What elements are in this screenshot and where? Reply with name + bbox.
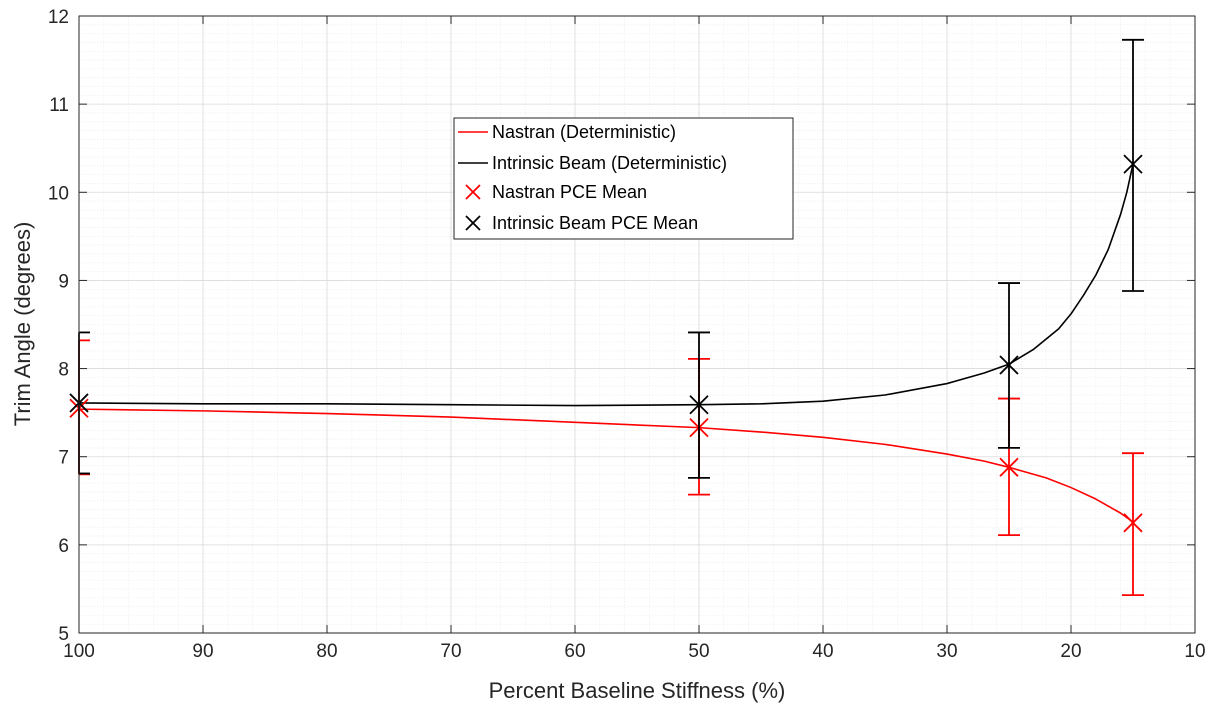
legend: Nastran (Deterministic) Intrinsic Beam (… (453, 117, 794, 240)
x-tick-label: 70 (440, 641, 461, 662)
legend-swatch-intrinsic-marker (465, 215, 481, 231)
x-tick-label: 60 (564, 641, 585, 662)
errorbar-point-3-1 (688, 331, 710, 479)
x-tick-label: 50 (688, 641, 709, 662)
series-layer (69, 38, 1144, 596)
legend-swatch-nastran-marker (465, 184, 481, 200)
y-tick-label: 5 (58, 624, 69, 645)
x-marker-b (1123, 154, 1143, 174)
plot-frame (78, 15, 1196, 634)
x-marker-b (999, 355, 1019, 375)
tick-labels: 100 90 80 70 60 50 40 30 20 10 5 6 7 8 9 10 11 12 (48, 7, 1206, 662)
x-tick-label: 80 (316, 641, 337, 662)
legend-label-nastran-pce-mean: Nastran PCE Mean (492, 182, 647, 202)
x-tick-label: 90 (192, 641, 213, 662)
axis-ticks (78, 15, 1196, 634)
x-tick-label: 10 (1184, 641, 1205, 662)
x-tick-label: 100 (63, 641, 95, 662)
x-axis-label: Percent Baseline Stiffness (%) (489, 678, 786, 703)
x-marker-b (689, 395, 709, 415)
x-tick-label: 40 (812, 641, 833, 662)
errorbar-point-2-3 (1122, 452, 1144, 596)
legend-label-nastran-deterministic: Nastran (Deterministic) (492, 122, 676, 142)
errorbar-point-3-2 (998, 282, 1020, 449)
y-tick-label: 8 (58, 360, 69, 381)
x-tick-label: 30 (936, 641, 957, 662)
y-tick-label: 11 (49, 95, 69, 116)
x-tick-label: 20 (1060, 641, 1081, 662)
legend-label-intrinsic-pce-mean: Intrinsic Beam PCE Mean (492, 213, 698, 233)
x-marker-b (1123, 513, 1143, 533)
errorbar-point-3-3 (1122, 38, 1144, 292)
y-axis-label: Trim Angle (degrees) (10, 222, 35, 427)
y-tick-label: 6 (58, 536, 69, 557)
y-tick-label: 7 (58, 448, 69, 469)
series-line-1 (78, 163, 1134, 407)
x-marker-b (999, 457, 1019, 477)
legend-label-intrinsic-deterministic: Intrinsic Beam (Deterministic) (492, 153, 727, 173)
y-tick-label: 9 (58, 271, 69, 292)
legend-box (453, 117, 794, 240)
series-line-0 (78, 408, 1134, 523)
y-tick-label: 10 (48, 183, 69, 204)
y-tick-label: 12 (48, 7, 69, 28)
